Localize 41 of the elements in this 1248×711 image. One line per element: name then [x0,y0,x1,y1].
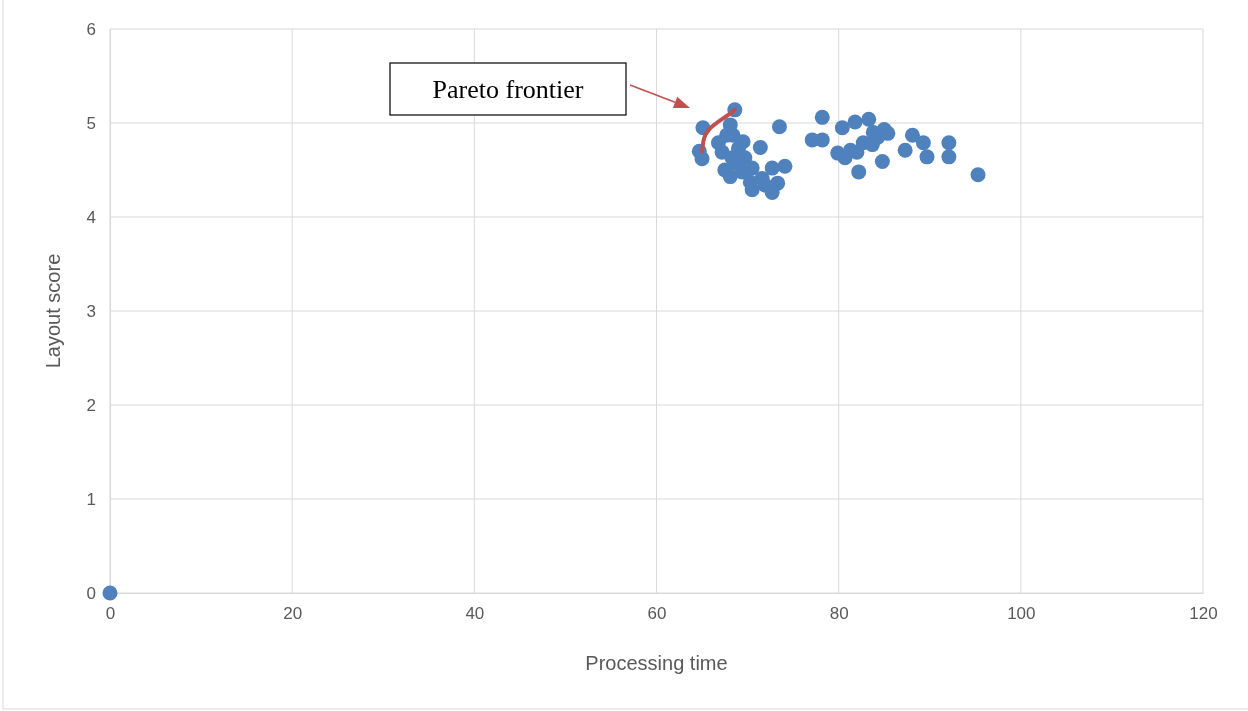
x-tick-label: 120 [1189,604,1218,624]
x-tick-label: 80 [829,604,849,624]
point [915,135,931,151]
y-tick-label: 4 [86,207,96,227]
x-tick-label: 40 [465,604,485,624]
point [814,109,830,125]
point [904,127,920,143]
x-tick-label: 0 [105,604,116,624]
point [834,120,850,136]
point [941,135,957,151]
y-tick-label: 3 [86,301,96,321]
point [744,182,760,198]
y-tick-label: 5 [86,113,96,133]
y-axis-title: Layout score [42,253,64,369]
point [941,149,957,165]
point [861,111,877,127]
point [874,154,890,170]
x-tick-label: 60 [647,604,667,624]
annotation: Pareto frontier [432,75,584,104]
point [730,140,746,156]
x-tick-label: 100 [1007,604,1036,624]
point [764,160,780,176]
point [851,164,867,180]
point [757,177,773,193]
point [722,169,738,185]
y-tick-label: 2 [86,395,96,415]
point [771,119,787,135]
y-tick-label: 0 [86,583,96,603]
point [744,160,760,176]
x-tick-label: 20 [283,604,303,624]
point [694,151,710,167]
point [777,158,793,174]
point [919,149,935,165]
point [847,114,863,130]
y-tick-label: 6 [86,19,96,39]
x-axis-title: Processing time [585,652,728,674]
point [102,585,118,601]
point [752,139,768,155]
point [970,167,986,183]
y-tick-label: 1 [86,489,96,509]
point [897,142,913,158]
